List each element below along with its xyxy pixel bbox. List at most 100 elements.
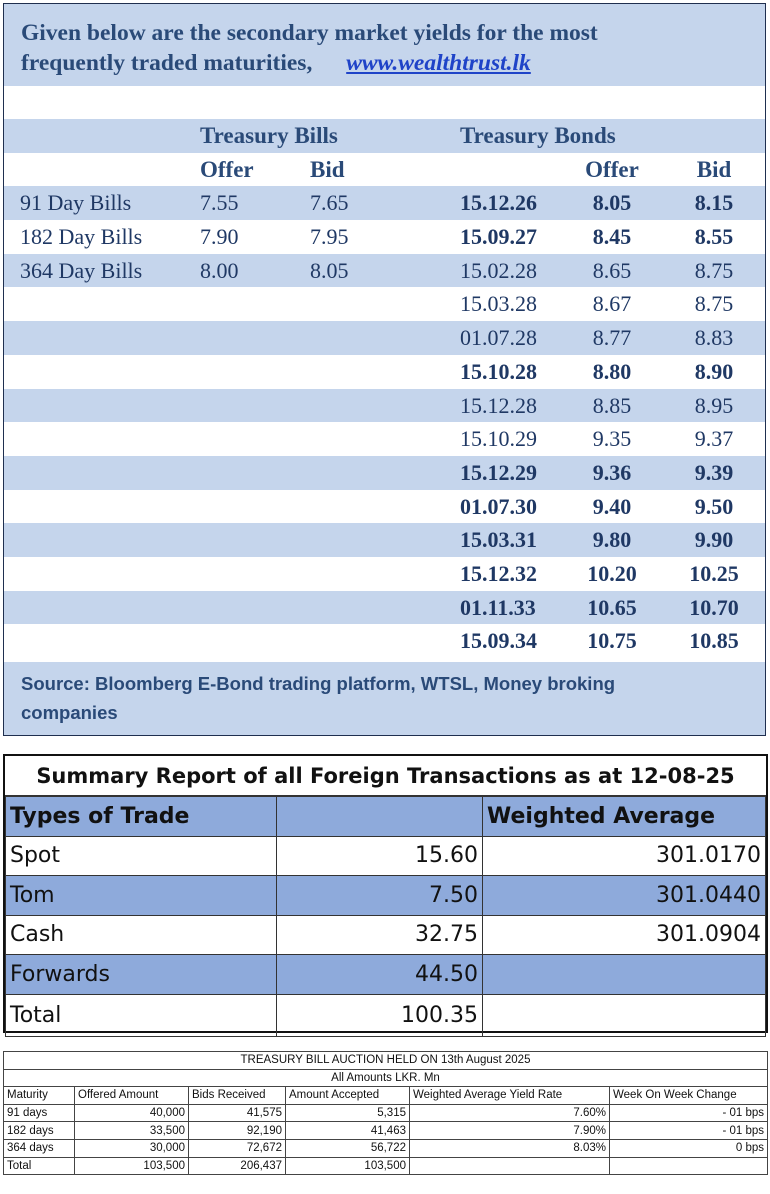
auction-bids: 206,437 xyxy=(188,1156,286,1176)
yield-row: 15.09.34 10.75 10.85 xyxy=(4,624,765,658)
bond-offer: 9.40 xyxy=(592,493,632,519)
fx-trade-type: Tom xyxy=(5,875,277,916)
fx-header-average: Weighted Average xyxy=(482,796,766,837)
yield-row: 15.03.31 9.80 9.90 xyxy=(4,523,765,557)
auction-accepted: 56,722 xyxy=(285,1138,410,1158)
bond-bid: 8.90 xyxy=(694,358,734,384)
spacer xyxy=(4,86,765,119)
fx-header-amount xyxy=(276,796,483,837)
yield-row: 01.07.30 9.40 9.50 xyxy=(4,489,765,524)
bond-maturity: 15.09.27 xyxy=(460,224,537,250)
yield-row: 15.10.28 8.80 8.90 xyxy=(4,354,765,389)
auction-yield: 7.60% xyxy=(409,1103,610,1123)
bond-offer: 9.35 xyxy=(592,426,632,452)
yield-row: 91 Day Bills 7.55 7.65 15.12.26 8.05 8.15 xyxy=(4,186,765,221)
auction-maturity: 182 days xyxy=(3,1121,75,1140)
bond-maturity: 15.12.26 xyxy=(460,190,537,216)
auction-table: TREASURY BILL AUCTION HELD ON 13th Augus… xyxy=(3,1051,768,1176)
yield-row: 01.11.33 10.65 10.70 xyxy=(4,590,765,625)
fx-amount: 15.60 xyxy=(276,835,483,876)
bond-offer: 9.80 xyxy=(592,527,632,553)
auction-subtitle: All Amounts LKR. Mn xyxy=(3,1068,768,1088)
bond-bid: 8.83 xyxy=(694,325,734,351)
bonds-bid-heading: Bid xyxy=(696,156,732,182)
auction-accepted: 103,500 xyxy=(285,1156,410,1176)
auction-header-yield: Weighted Average Yield Rate xyxy=(409,1086,610,1105)
auction-yield: 7.90% xyxy=(409,1121,610,1140)
bond-bid: 9.90 xyxy=(694,527,734,553)
auction-offered: 30,000 xyxy=(74,1138,189,1158)
fx-weighted-average xyxy=(482,993,766,1037)
bond-bid: 10.70 xyxy=(689,594,739,620)
fx-header-row: Types of Trade Weighted Average xyxy=(5,796,766,837)
bond-offer: 8.67 xyxy=(592,291,632,317)
intro-text: Given below are the secondary market yie… xyxy=(4,4,765,86)
bond-bid: 8.75 xyxy=(694,257,734,283)
bond-maturity: 15.12.32 xyxy=(460,560,537,586)
auction-accepted: 5,315 xyxy=(285,1103,410,1123)
fx-trade-type: Total xyxy=(5,993,277,1037)
bond-maturity: 01.07.28 xyxy=(460,325,537,351)
auction-title: TREASURY BILL AUCTION HELD ON 13th Augus… xyxy=(3,1051,768,1070)
bills-bid-heading: Bid xyxy=(310,156,345,182)
bond-maturity: 15.02.28 xyxy=(460,257,537,283)
bond-bid: 10.25 xyxy=(689,560,739,586)
auction-header-row: Maturity Offered Amount Bids Received Am… xyxy=(3,1086,768,1105)
bond-offer: 8.80 xyxy=(592,358,632,384)
bill-offer: 8.00 xyxy=(200,257,239,283)
bill-name: 182 Day Bills xyxy=(20,224,143,250)
auction-change: - 01 bps xyxy=(609,1121,768,1140)
bond-offer: 8.05 xyxy=(592,190,632,216)
fx-weighted-average xyxy=(482,954,766,995)
yield-row: 15.03.28 8.67 8.75 xyxy=(4,287,765,322)
auction-change: 0 bps xyxy=(609,1138,768,1158)
auction-row: 182 days 33,500 92,190 41,463 7.90% - 01 bps xyxy=(3,1121,768,1140)
fx-trade-type: Cash xyxy=(5,914,277,955)
auction-header-accepted: Amount Accepted xyxy=(285,1086,410,1105)
bond-bid: 8.15 xyxy=(694,190,734,216)
treasury-bills-heading: Treasury Bills xyxy=(200,123,338,148)
yield-row: 364 Day Bills 8.00 8.05 15.02.28 8.65 8.75 xyxy=(4,253,765,288)
bond-offer: 8.45 xyxy=(592,224,632,250)
yield-row: 15.12.32 10.20 10.25 xyxy=(4,556,765,591)
yield-row: 15.12.29 9.36 9.39 xyxy=(4,455,765,490)
bond-maturity: 15.09.34 xyxy=(460,628,537,654)
intro-line-2-text: frequently traded maturities, xyxy=(21,50,313,76)
bond-maturity: 01.07.30 xyxy=(460,493,537,519)
bond-maturity: 15.12.29 xyxy=(460,459,537,485)
auction-offered: 103,500 xyxy=(74,1156,189,1176)
fx-amount: 100.35 xyxy=(276,993,483,1037)
fx-row: Total 100.35 xyxy=(5,993,766,1037)
auction-bids: 72,672 xyxy=(188,1138,286,1158)
bond-bid: 10.85 xyxy=(689,628,739,654)
auction-change: - 01 bps xyxy=(609,1103,768,1123)
website-link[interactable]: www.wealthtrust.lk xyxy=(346,50,531,76)
bond-offer: 9.36 xyxy=(592,459,632,485)
treasury-bill-auction-panel: TREASURY BILL AUCTION HELD ON 13th Augus… xyxy=(3,1051,768,1192)
fx-title: Summary Report of all Foreign Transactio… xyxy=(5,756,766,796)
yield-row: 01.07.28 8.77 8.83 xyxy=(4,321,765,355)
auction-header-maturity: Maturity xyxy=(3,1086,75,1105)
fx-trade-type: Spot xyxy=(5,835,277,876)
fx-table: Types of Trade Weighted Average Spot 15.6… xyxy=(5,796,766,1037)
bills-offer-heading: Offer xyxy=(200,156,254,182)
bond-maturity: 15.03.28 xyxy=(460,291,537,317)
auction-yield: 8.03% xyxy=(409,1138,610,1158)
yields-header-row-2: Offer Bid Offer Bid xyxy=(4,152,765,187)
fx-weighted-average: 301.0904 xyxy=(482,914,766,955)
yield-row: 15.12.28 8.85 8.95 xyxy=(4,388,765,423)
bond-bid: 8.75 xyxy=(694,291,734,317)
auction-subtitle-row: All Amounts LKR. Mn xyxy=(3,1068,768,1088)
bond-bid: 9.39 xyxy=(694,459,734,485)
fx-weighted-average: 301.0440 xyxy=(482,875,766,916)
source-note: Source: Bloomberg E-Bond trading platfor… xyxy=(4,662,765,735)
bond-offer: 8.65 xyxy=(592,257,632,283)
auction-title-row: TREASURY BILL AUCTION HELD ON 13th Augus… xyxy=(3,1051,768,1070)
auction-row: 364 days 30,000 72,672 56,722 8.03% 0 bps xyxy=(3,1138,768,1158)
bond-offer: 8.85 xyxy=(592,392,632,418)
bill-name: 364 Day Bills xyxy=(20,257,143,283)
bond-offer: 8.77 xyxy=(592,325,632,351)
yield-row: 182 Day Bills 7.90 7.95 15.09.27 8.45 8.55 xyxy=(4,220,765,254)
auction-offered: 40,000 xyxy=(74,1103,189,1123)
yields-header-row-1: Treasury Bills Treasury Bonds xyxy=(4,119,765,153)
